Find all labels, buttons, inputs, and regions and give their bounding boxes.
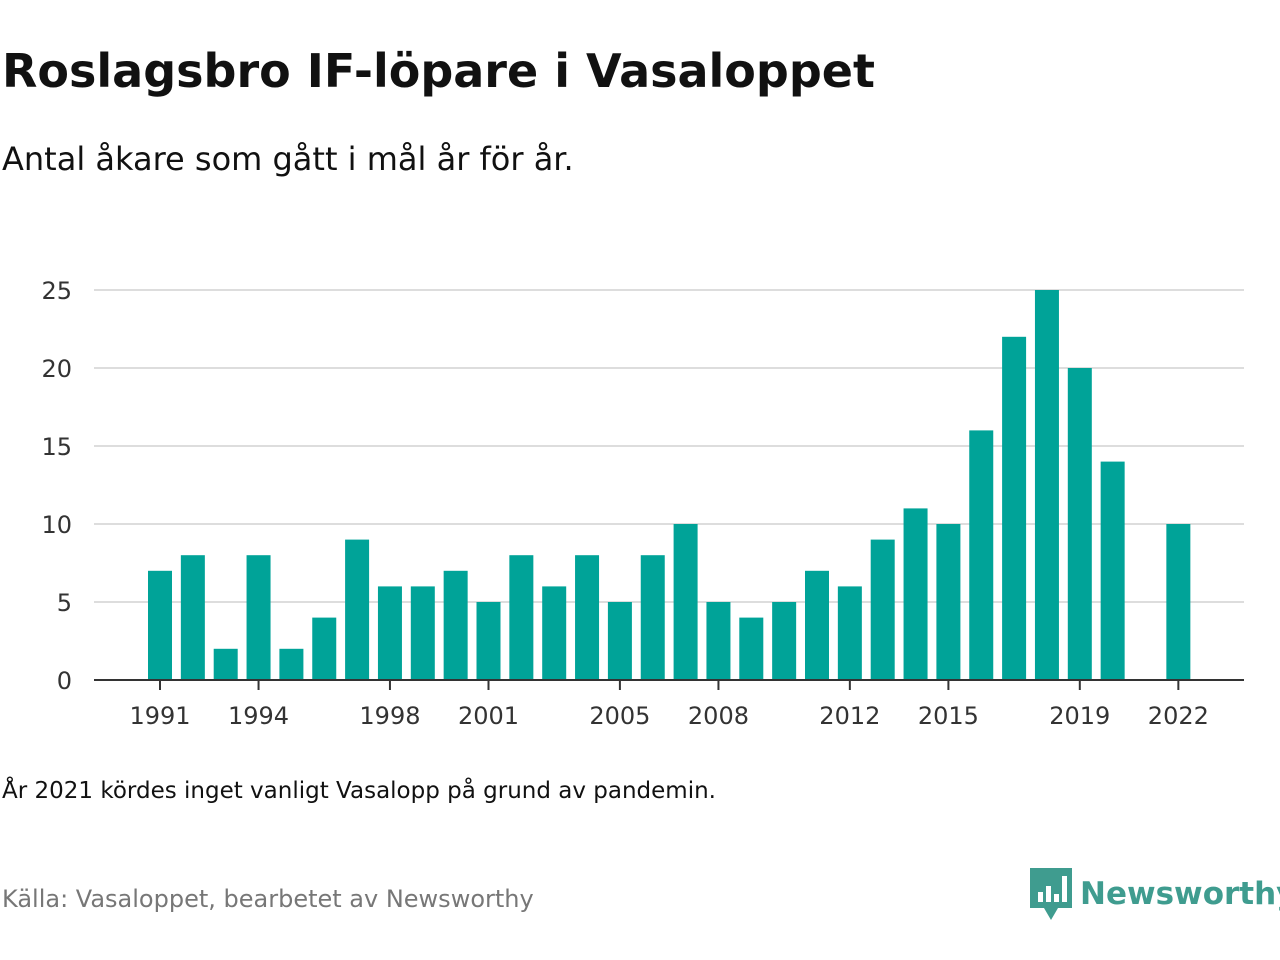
bar-2004: [575, 555, 600, 680]
y-tick-label-0: 0: [57, 667, 72, 695]
bar-2009: [739, 617, 764, 680]
bar-2011: [805, 570, 829, 680]
y-tick-label-5: 5: [57, 589, 72, 617]
bar-1997: [345, 539, 370, 680]
bar-1991: [148, 570, 172, 680]
newsworthy-logo-icon: [1030, 868, 1072, 920]
x-tick-label-2005: 2005: [589, 702, 650, 730]
x-tick-label-2015: 2015: [918, 702, 979, 730]
y-tick-label-20: 20: [41, 355, 72, 383]
bar-1993: [213, 648, 238, 680]
x-tick-label-2012: 2012: [819, 702, 880, 730]
bar-2001: [476, 602, 501, 680]
y-tick-label-25: 25: [41, 277, 72, 305]
brand-name: Newsworthy: [1080, 876, 1280, 912]
x-tick-label-1994: 1994: [228, 702, 289, 730]
bar-2022: [1166, 524, 1191, 680]
source-text: Källa: Vasaloppet, bearbetet av Newswort…: [2, 885, 534, 913]
x-tick-label-2001: 2001: [458, 702, 519, 730]
bar-2006: [640, 555, 665, 680]
bar-1999: [410, 586, 435, 680]
bar-2010: [772, 602, 797, 680]
bar-1992: [180, 555, 205, 680]
bar-1994: [246, 555, 271, 680]
bar-2014: [903, 508, 928, 680]
y-tick-label-15: 15: [41, 433, 72, 461]
bar-1998: [377, 586, 402, 680]
x-tick-label-1991: 1991: [129, 702, 190, 730]
bar-2015: [936, 524, 961, 680]
bar-2016: [969, 430, 994, 680]
bar-2008: [706, 602, 731, 680]
bar-2000: [443, 570, 468, 680]
x-axis-ticks: 1991 1994 1998 2001 2005 2008 2012 2015 2019 2022: [129, 680, 1209, 730]
bar-2005: [607, 602, 632, 680]
y-tick-label-10: 10: [41, 511, 72, 539]
bar-2017: [1002, 336, 1027, 680]
brand-logo[interactable]: Newsworthy: [1030, 868, 1280, 920]
bar-2013: [870, 539, 895, 680]
footnote: År 2021 kördes inget vanligt Vasalopp på…: [2, 778, 716, 804]
bar-2003: [542, 586, 567, 680]
bar-1995: [279, 648, 304, 680]
x-tick-label-2008: 2008: [688, 702, 749, 730]
x-tick-label-2019: 2019: [1049, 702, 1110, 730]
bars: [148, 290, 1191, 680]
bar-chart: 1991 1994 1998 2001 2005 2008 2012 2015 2019 2022…: [41, 277, 1244, 730]
bar-2002: [509, 555, 534, 680]
chart-subtitle: Antal åkare som gått i mål år för år.: [2, 140, 574, 178]
y-axis-labels: 0 5 10 15 20 25: [41, 277, 72, 695]
x-tick-label-1998: 1998: [359, 702, 420, 730]
bar-2020: [1100, 461, 1125, 680]
chart-title: Roslagsbro IF-löpare i Vasaloppet: [2, 44, 875, 98]
bar-2012: [837, 586, 862, 680]
bar-2019: [1067, 368, 1092, 680]
bar-1996: [312, 617, 337, 680]
bar-2007: [673, 524, 698, 680]
bar-2018: [1034, 290, 1059, 680]
x-tick-label-2022: 2022: [1148, 702, 1209, 730]
